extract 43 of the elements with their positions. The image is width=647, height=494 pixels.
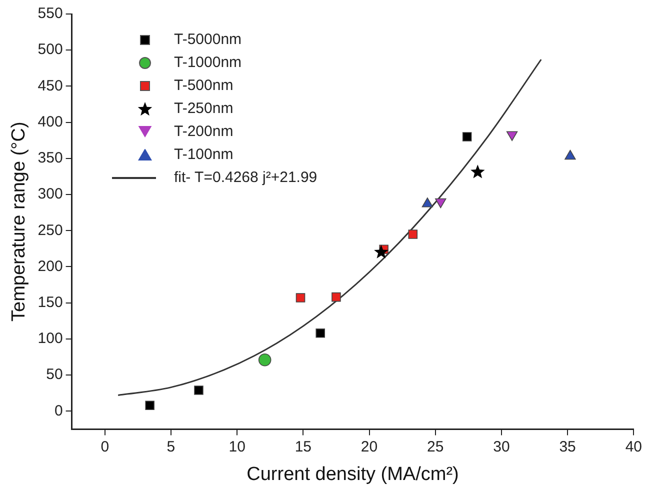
- y-tick-label: 250: [38, 222, 63, 239]
- point: [145, 400, 154, 410]
- x-tick-label: 35: [559, 438, 576, 456]
- y-tick-label: 400: [38, 113, 63, 130]
- point: [374, 244, 388, 258]
- y-tick-label: 450: [38, 77, 63, 94]
- legend-label: T-5000nm: [174, 30, 242, 50]
- y-tick-label: 150: [38, 294, 63, 311]
- y-tick-label: 0: [54, 402, 63, 420]
- point: [408, 230, 418, 239]
- x-tick-label: 15: [294, 438, 312, 456]
- x-tick-label: 0: [100, 438, 110, 456]
- point: [332, 292, 341, 302]
- x-tick-label: 30: [493, 438, 510, 456]
- y-tick-label: 50: [46, 366, 63, 384]
- point: [296, 293, 306, 302]
- legend-label: T-200nm: [174, 122, 234, 142]
- legend-label: T-500nm: [174, 76, 234, 96]
- x-axis-title: Current density (MA/cm²): [246, 464, 459, 485]
- legend-label: fit- T=0.4268 j²+21.99: [174, 168, 318, 188]
- y-tick-label: 100: [38, 330, 63, 348]
- x-tick-label: 20: [360, 438, 378, 456]
- x-tick-label: 25: [427, 438, 444, 456]
- y-tick-label: 500: [38, 41, 63, 58]
- y-tick-label: 300: [38, 186, 63, 203]
- point: [462, 132, 472, 142]
- point: [316, 328, 325, 338]
- point: [194, 386, 204, 395]
- point: [470, 164, 485, 178]
- y-tick-label: 200: [38, 258, 63, 275]
- x-tick-label: 40: [625, 438, 642, 456]
- point: [422, 198, 434, 208]
- y-tick-label: 550: [38, 5, 63, 22]
- y-axis-title: Temperature range (°C): [8, 122, 30, 322]
- y-tick-label: 350: [38, 150, 63, 167]
- x-tick-label: 5: [166, 438, 176, 456]
- legend-label: T-1000nm: [174, 53, 242, 73]
- legend-label: T-250nm: [174, 99, 234, 119]
- legend-label: T-100nm: [174, 145, 234, 165]
- point: [258, 353, 272, 366]
- line-series: [117, 58, 542, 396]
- x-tick-label: 10: [228, 438, 246, 456]
- point: [564, 150, 576, 160]
